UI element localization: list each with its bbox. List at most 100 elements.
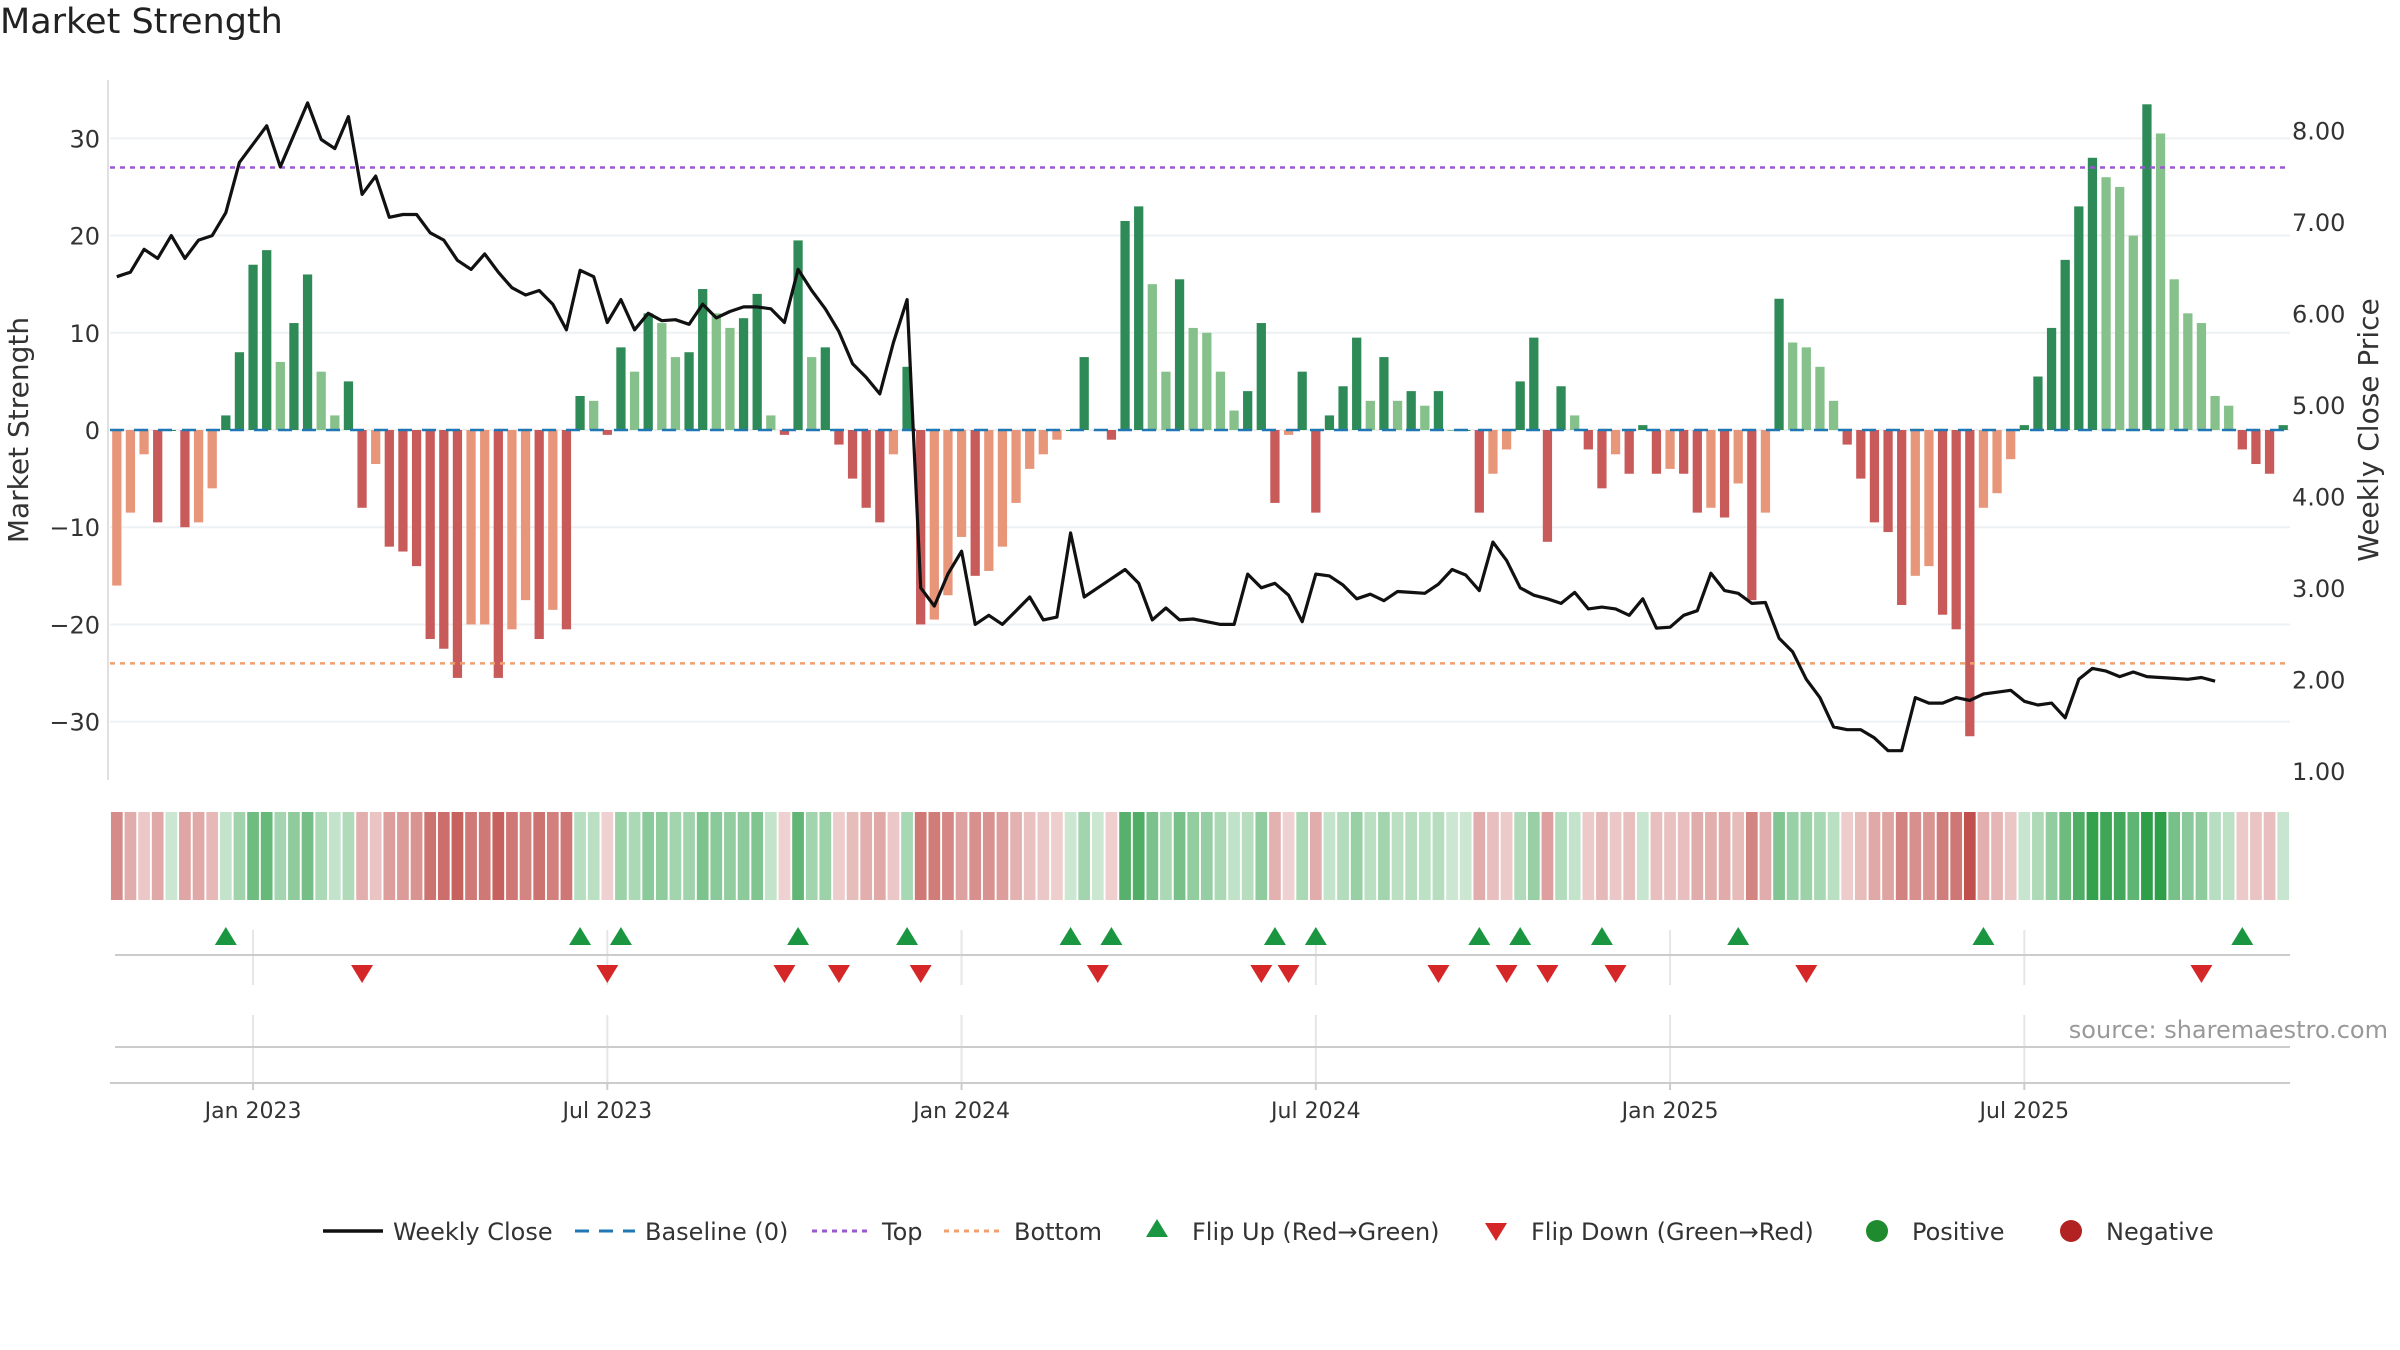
y-tick-label-right: 5.00 <box>2292 392 2345 420</box>
heat-cell <box>2263 812 2276 900</box>
strength-bar <box>1229 410 1239 430</box>
flip-down-marker <box>1427 965 1450 983</box>
strength-bar <box>316 371 326 430</box>
heat-cell <box>1418 812 1431 900</box>
strength-bar <box>207 430 217 489</box>
strength-bar <box>1501 430 1512 450</box>
y-tick-label-right: 4.00 <box>2292 483 2345 511</box>
legend-label: Baseline (0) <box>645 1218 788 1246</box>
heat-cell <box>2100 812 2112 900</box>
strength-bar <box>153 430 163 523</box>
y-tick-label-left: 10 <box>69 320 100 348</box>
heat-cell <box>124 812 137 900</box>
heat-cell <box>1051 812 1063 900</box>
flip-up-marker <box>1509 927 1532 945</box>
heat-cell <box>2154 812 2167 900</box>
y-tick-label-left: 0 <box>85 417 100 445</box>
strength-bar <box>330 415 340 430</box>
strength-bar <box>1270 430 1280 503</box>
heat-cell <box>328 812 341 900</box>
strength-bar <box>807 357 817 430</box>
heat-cell <box>1023 812 1036 900</box>
heat-cell <box>1827 812 1840 900</box>
heat-cell <box>751 812 764 900</box>
strength-bar <box>766 415 776 430</box>
strength-bar <box>1869 430 1880 523</box>
heat-cell <box>219 812 232 900</box>
heat-cell <box>2086 812 2099 900</box>
strength-bar <box>1283 430 1294 435</box>
heat-cell <box>628 812 641 900</box>
heat-cell <box>724 812 736 900</box>
y-tick-label-right: 3.00 <box>2292 575 2345 603</box>
strength-bar <box>916 430 926 625</box>
heat-cell <box>1173 812 1186 900</box>
heat-cell <box>478 812 491 900</box>
strength-bar <box>602 430 612 435</box>
heat-cell <box>2250 812 2262 900</box>
heat-cell <box>1214 812 1227 900</box>
flip-up-marker <box>609 927 632 945</box>
strength-bar <box>1828 400 1839 430</box>
heat-cell <box>465 812 477 900</box>
strength-bar <box>1992 430 2002 494</box>
strength-bar <box>1692 430 1702 513</box>
strength-bar <box>221 415 231 430</box>
strength-bar <box>1624 430 1634 474</box>
y-tick-label-right: 2.00 <box>2292 666 2345 694</box>
strength-bar <box>1883 430 1893 533</box>
strength-bar <box>1161 371 1171 430</box>
heat-cell <box>615 812 627 900</box>
strength-bar <box>888 430 899 455</box>
y-tick-label-left: −20 <box>49 611 100 639</box>
heat-cell <box>1078 812 1091 900</box>
heat-cell <box>1991 812 2003 900</box>
heat-cell <box>683 812 695 900</box>
heat-cell <box>233 812 246 900</box>
heat-cell <box>778 812 791 900</box>
heat-cell <box>165 812 178 900</box>
heat-cell <box>288 812 300 900</box>
heat-cell <box>1160 812 1172 900</box>
strength-bar <box>1420 405 1430 430</box>
strength-bar <box>371 430 381 465</box>
heat-cell <box>1582 812 1595 900</box>
flip-up-marker <box>896 927 919 945</box>
heat-cell <box>1037 812 1050 900</box>
strength-bar <box>1474 430 1484 513</box>
strength-bar <box>956 430 967 537</box>
heat-cell <box>1650 812 1663 900</box>
strength-bar <box>1665 430 1675 469</box>
strength-bar <box>1379 357 1389 430</box>
heat-cell <box>179 812 191 900</box>
heat-cell <box>1691 812 1704 900</box>
heat-cell <box>1555 812 1567 900</box>
chart-title: Market Strength <box>0 2 283 42</box>
heat-cell <box>506 812 518 900</box>
heat-cell <box>1923 812 1935 900</box>
heat-cell <box>696 812 709 900</box>
flip-up-marker <box>1059 927 1082 945</box>
heat-cell <box>1282 812 1295 900</box>
heat-cell <box>669 812 682 900</box>
heat-cell <box>1814 812 1826 900</box>
heat-cell <box>601 812 614 900</box>
heat-cell <box>2181 812 2194 900</box>
strength-bar <box>1842 430 1852 445</box>
heat-cell <box>560 812 573 900</box>
strength-heat-strip <box>110 812 2290 900</box>
strength-bar <box>2101 177 2111 430</box>
x-tick-label: Jan 2024 <box>911 1099 1010 1124</box>
strength-bar <box>1202 332 1212 430</box>
flip-down-marker <box>909 965 932 983</box>
strength-bar <box>2169 279 2179 430</box>
heat-cell <box>2113 812 2126 900</box>
x-tick-label: Jul 2025 <box>1978 1099 2070 1124</box>
strength-bar <box>875 430 885 523</box>
x-tick-label: Jul 2024 <box>1269 1099 1361 1124</box>
strength-bar <box>1597 430 1607 489</box>
strength-bar <box>234 352 245 430</box>
strength-bar <box>425 430 435 640</box>
heat-cell <box>2168 812 2181 900</box>
strength-bar <box>1733 430 1743 484</box>
